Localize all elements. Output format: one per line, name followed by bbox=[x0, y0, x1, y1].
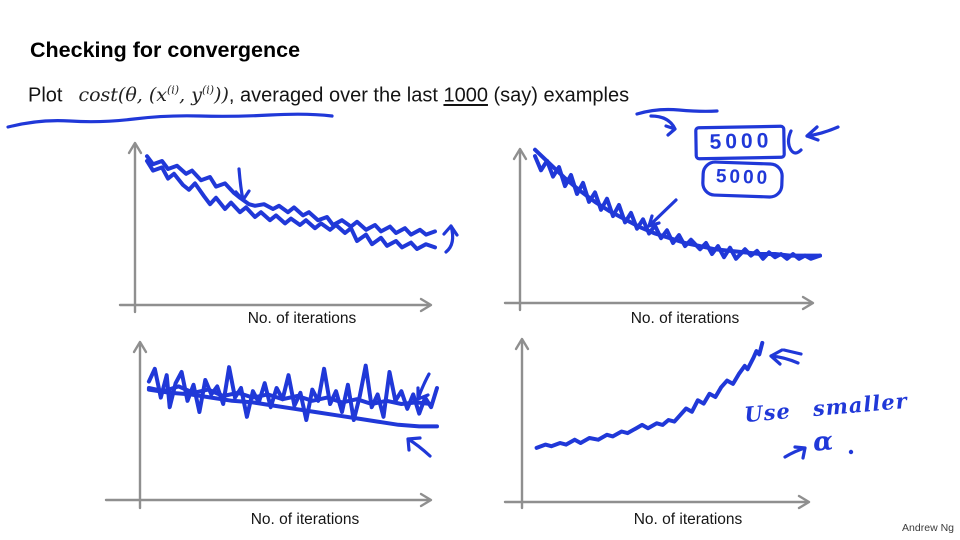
y-axis-arrowhead-icon bbox=[512, 147, 528, 161]
cost-formula: cost(θ, (x(i), y(i))) bbox=[78, 84, 229, 107]
ink-hook-mark bbox=[786, 129, 803, 155]
ink-underline-1000 bbox=[635, 107, 719, 116]
chart-top-left-curves bbox=[145, 154, 437, 251]
ink-left-arrow-second-stroke bbox=[782, 348, 803, 356]
ink-right-arrow-icon bbox=[783, 445, 807, 460]
x-axis-arrowhead-icon bbox=[419, 492, 433, 508]
page-title: Checking for convergence bbox=[30, 38, 301, 62]
axes-top-left bbox=[118, 141, 433, 314]
ink-down-arrow-icon bbox=[234, 167, 251, 202]
ink-left-arrow-at-curve-icon bbox=[769, 348, 800, 366]
handwritten-5000-bottom: 5000 bbox=[715, 166, 771, 189]
xlabel-top-right: No. of iterations bbox=[630, 310, 740, 327]
chart-top-right-curves bbox=[533, 147, 822, 261]
ink-underline-plot-cost bbox=[6, 112, 334, 129]
ink-curved-right-arrow-icon bbox=[649, 114, 677, 137]
xlabel-bottom-left: No. of iterations bbox=[250, 511, 360, 528]
ink-box-5000-top bbox=[694, 124, 786, 161]
tail-text: (say) examples bbox=[487, 84, 630, 107]
ink-down-left-arrow-icon bbox=[416, 372, 431, 401]
author-credit: Andrew Ng bbox=[902, 522, 954, 534]
ink-left-arrow-icon bbox=[805, 125, 840, 142]
xlabel-top-left: No. of iterations bbox=[247, 310, 357, 327]
axes-bottom-left bbox=[104, 340, 433, 510]
upper-cost-curve bbox=[145, 154, 437, 237]
mid-text: , averaged over the last bbox=[228, 84, 444, 107]
xlabel-bottom-right: No. of iterations bbox=[633, 511, 743, 528]
smooth-average-curve bbox=[146, 387, 439, 429]
axes-top-right bbox=[503, 147, 815, 312]
handwritten-5000-top: 5000 bbox=[709, 129, 773, 154]
chart-bottom-left-curves bbox=[146, 363, 439, 429]
axes-bottom-right bbox=[503, 337, 811, 510]
handwritten-alpha: α bbox=[811, 426, 835, 458]
noisy-cost-curve bbox=[533, 154, 822, 261]
plot-word: Plot bbox=[28, 84, 63, 107]
x-axis-arrowhead-icon bbox=[801, 295, 815, 311]
spiky-cost-curve bbox=[146, 363, 439, 422]
medium-average-curve bbox=[146, 384, 434, 406]
y-axis-arrowhead-icon bbox=[127, 141, 143, 155]
chart-bottom-right-curves bbox=[534, 340, 765, 450]
ink-period-dot bbox=[848, 449, 854, 455]
ink-up-left-arrow-icon bbox=[406, 436, 432, 458]
x-axis-arrowhead-icon bbox=[419, 297, 433, 313]
ink-gap-up-arrow-icon bbox=[442, 224, 459, 254]
y-axis-arrowhead-icon bbox=[514, 337, 530, 351]
body-sentence: Plot cost(θ, (x(i), y(i))), averaged over… bbox=[28, 84, 629, 107]
lower-cost-curve bbox=[145, 159, 437, 251]
ink-box-5000-bottom bbox=[701, 160, 784, 199]
count-1000: 1000 bbox=[443, 84, 488, 107]
y-axis-arrowhead-icon bbox=[132, 340, 148, 354]
ink-diagonal-arrow-icon bbox=[647, 198, 678, 228]
diverging-cost-curve bbox=[534, 340, 765, 450]
x-axis-arrowhead-icon bbox=[797, 494, 811, 510]
